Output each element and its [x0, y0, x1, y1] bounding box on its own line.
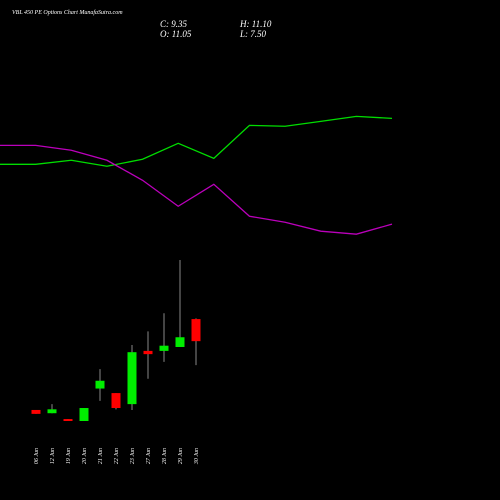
x-tick-label: 22 Jun: [114, 448, 120, 464]
indicator-line: [0, 144, 393, 235]
close-label: C: 9.35: [160, 19, 188, 29]
open-label: O: 11.05: [160, 29, 192, 39]
candle-body: [95, 380, 105, 389]
x-tick-label: 27 Jun: [146, 448, 152, 464]
chart-title: VBL 450 PE Options Chart MunafaSutra.com: [12, 9, 123, 16]
x-tick-label: 12 Jun: [50, 448, 56, 464]
x-tick-label: 30 Jun: [194, 448, 200, 465]
candle-body: [63, 419, 73, 421]
candle-body: [31, 409, 41, 414]
candle-body: [191, 319, 201, 342]
x-tick-label: 23 Jun: [130, 448, 136, 464]
x-tick-label: 29 Jun: [178, 448, 184, 464]
indicator-line: [0, 115, 393, 167]
high-label: H: 11.10: [239, 19, 272, 29]
candle-body: [47, 409, 57, 414]
low-label: L: 7.50: [239, 29, 267, 39]
x-tick-label: 19 Jun: [66, 448, 72, 464]
candle-body: [143, 350, 153, 355]
x-tick-label: 06 Jun: [34, 448, 40, 464]
candle-body: [127, 352, 137, 405]
x-tick-label: 28 Jun: [162, 448, 168, 464]
x-tick-label: 21 Jun: [98, 448, 104, 464]
candle-body: [159, 345, 169, 351]
candle-body: [175, 337, 185, 347]
candle-body: [79, 408, 89, 421]
x-tick-label: 20 Jun: [82, 448, 88, 464]
candle-body: [111, 393, 121, 409]
